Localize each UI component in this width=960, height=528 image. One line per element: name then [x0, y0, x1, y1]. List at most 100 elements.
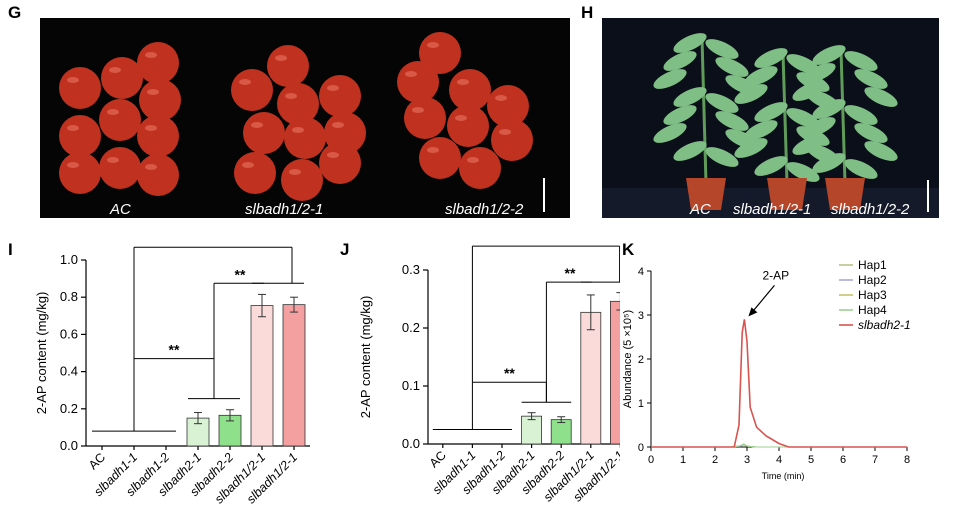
x-axis-label: Time (min): [762, 471, 805, 481]
chart-k: 0 1 2 3 4 5 6 7 8 0 1 2 3 4 Time (min) Abundance (5 ×10…: [622, 258, 911, 481]
tomato-shape: [319, 142, 361, 184]
x-tick-label: AC: [427, 448, 449, 470]
tomato-shape: [139, 79, 181, 121]
panel-letter-h: H: [581, 3, 594, 22]
legend-entry: Hap2: [858, 273, 887, 287]
bar: [282, 304, 306, 447]
y-tick-label: 3: [638, 310, 644, 322]
plant-leaf: [812, 99, 846, 119]
legend-entry: Hap3: [858, 288, 887, 302]
tomato-shape: [267, 45, 309, 87]
plant-leaf: [705, 147, 739, 167]
tomato-highlight: [427, 147, 439, 153]
bar: [550, 419, 572, 445]
tomato-shape: [101, 57, 143, 99]
chart-j: 0.00.10.20.32-AP content (mg/kg)ACslbadh…: [358, 245, 620, 504]
tomato-highlight: [427, 42, 439, 48]
significance-label: **: [565, 265, 576, 281]
panel-letter-g: G: [8, 3, 22, 22]
plant-leaf: [786, 162, 820, 182]
plant-leaf: [786, 108, 820, 128]
plant-leaf: [786, 54, 820, 74]
plant-leaf: [754, 102, 788, 122]
y-tick-label: 1: [638, 398, 644, 410]
tomato-highlight: [251, 122, 263, 128]
bar: [609, 300, 620, 445]
tomato-highlight: [67, 125, 79, 131]
tomato-shape: [231, 69, 273, 111]
y-tick-label: 0.0: [60, 438, 78, 453]
plant-photo: AC slbadh1/2-1 slbadh1/2-2: [602, 18, 939, 218]
fruit-label-slbadh1-2-1: slbadh1/2-1: [245, 201, 324, 218]
x-tick-label: 1: [680, 454, 686, 466]
plant-leaf: [673, 87, 707, 107]
tomato-shape: [99, 99, 141, 141]
tomato-shape: [397, 61, 439, 103]
plant-leaf: [854, 123, 888, 143]
y-tick-label: 2: [638, 354, 644, 366]
plant-leaf: [812, 45, 846, 65]
plant-leaf: [734, 84, 768, 104]
plant-leaf: [705, 39, 739, 59]
tomato-highlight: [499, 129, 511, 135]
plant-leaf: [705, 93, 739, 113]
tomato-shape: [284, 117, 326, 159]
tomato-shape: [419, 137, 461, 179]
tomato-highlight: [107, 109, 119, 115]
fruit-scale-bar: [543, 178, 545, 212]
plant-label-ac: AC: [690, 201, 711, 218]
plant-leaf: [844, 159, 878, 179]
panel-letter-k: K: [622, 240, 635, 259]
tomato-shape: [243, 112, 285, 154]
y-axis-label: Abundance (5 ×10⁵): [622, 310, 634, 408]
tomato-highlight: [292, 127, 304, 133]
tomato-highlight: [147, 89, 159, 95]
tomato-highlight: [495, 95, 507, 101]
x-tick-label: 4: [776, 454, 782, 466]
chart-i: 0.0 0.2 0.4 0.6 0.8 1.0 2-AP content (mg/kg) AC…: [34, 245, 310, 506]
plant-leaf: [854, 69, 888, 89]
tomato-shape: [137, 42, 179, 84]
y-tick-label: 0: [638, 442, 644, 454]
series-line: [651, 319, 907, 448]
tomato-highlight: [109, 67, 121, 73]
fruit-illustration: [59, 32, 533, 201]
legend-entry: Hap1: [858, 258, 887, 272]
plant-leaf: [754, 156, 788, 176]
plant-leaf: [864, 141, 898, 161]
plant-leaf: [715, 57, 749, 77]
plant-leaf: [864, 87, 898, 107]
tomato-shape: [404, 97, 446, 139]
plant-label-slbadh1-2-2: slbadh1/2-2: [831, 201, 910, 218]
panel-letter-i: I: [8, 240, 13, 259]
significance-label: **: [169, 342, 180, 358]
bar: [521, 415, 543, 445]
legend-entry: Hap4: [858, 303, 887, 317]
tomato-shape: [459, 147, 501, 189]
tomato-highlight: [327, 85, 339, 91]
plant-leaf: [715, 111, 749, 131]
tomato-highlight: [327, 152, 339, 158]
y-tick-label: 0.6: [60, 326, 78, 341]
tomato-shape: [234, 152, 276, 194]
tomato-shape: [59, 115, 101, 157]
y-tick-label: 0.4: [60, 364, 78, 379]
y-tick-label: 0.0: [402, 436, 420, 451]
y-tick-label: 4: [638, 266, 644, 278]
plant-leaf: [744, 120, 778, 140]
plant-leaf: [844, 51, 878, 71]
tomato-highlight: [145, 164, 157, 170]
plant-stem: [700, 37, 708, 184]
tomato-highlight: [332, 122, 344, 128]
x-tick-label: 2: [712, 454, 718, 466]
significance-label: **: [235, 266, 246, 282]
plant-leaf: [802, 63, 836, 83]
plant-stem: [839, 49, 847, 184]
plant-leaf: [673, 141, 707, 161]
y-axis-label: 2-AP content (mg/kg): [34, 292, 49, 415]
tomato-shape: [487, 85, 529, 127]
x-tick-label: 5: [808, 454, 814, 466]
x-tick-label: 6: [840, 454, 846, 466]
tomato-highlight: [412, 107, 424, 113]
fruit-label-slbadh1-2-2: slbadh1/2-2: [445, 201, 524, 218]
